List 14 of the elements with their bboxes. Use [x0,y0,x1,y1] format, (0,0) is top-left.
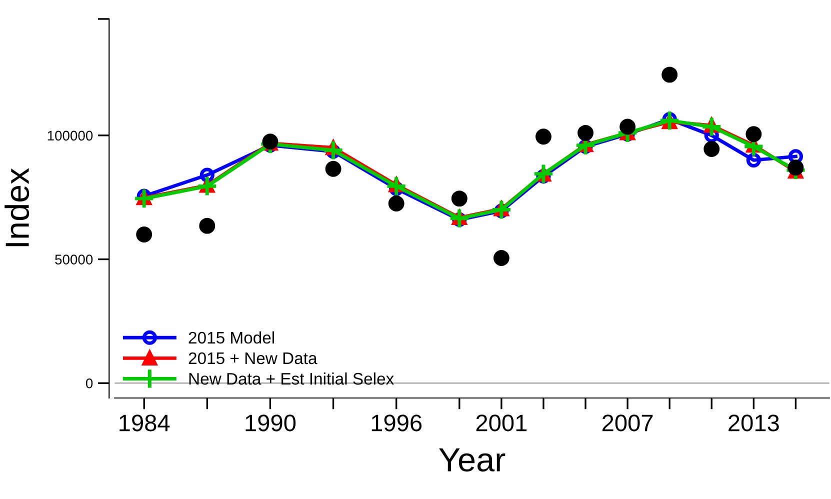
legend-label: New Data + Est Initial Selex [189,372,394,385]
legend-label: 2015 + New Data [188,352,318,364]
x-tick-label: 2013 [728,414,779,432]
x-tick-label: 2001 [476,414,527,432]
y-tick-label: 100000 [48,130,93,141]
x-tick-label: 1990 [246,414,296,432]
y-tick-label: 0 [86,378,93,388]
legend-label: 2015 Model [188,331,274,344]
y-tick-label: 50000 [55,254,93,264]
x-tick-label: 1996 [372,414,422,432]
y-axis-title: Index [4,168,30,246]
x-tick-label: 2007 [602,414,653,432]
x-axis-title: Year [439,448,506,472]
x-tick-label: 1984 [120,414,170,432]
